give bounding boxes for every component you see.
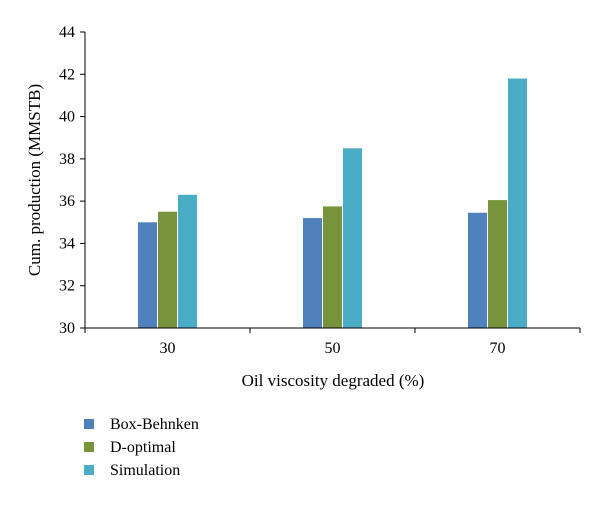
y-tick-label: 40	[59, 109, 75, 126]
y-tick-label: 38	[59, 151, 75, 168]
bar-simulation-70	[508, 78, 527, 328]
bar-simulation-30	[178, 194, 197, 328]
bar-box-behnken-50	[303, 218, 322, 328]
legend: Box-Behnken D-optimal Simulation	[84, 416, 199, 479]
x-tick-label: 50	[325, 340, 341, 357]
legend-label-simulation: Simulation	[110, 462, 180, 479]
bar-d-optimal-70	[488, 200, 507, 328]
bars-group	[138, 78, 527, 328]
y-tick-label: 30	[59, 320, 75, 337]
x-tick-label: 30	[160, 340, 176, 357]
y-tick-label: 36	[59, 193, 75, 210]
y-tick-label: 32	[59, 278, 75, 295]
x-axis: 30 50 70	[84, 327, 581, 357]
x-axis-title: Oil viscosity degraded (%)	[242, 371, 425, 390]
y-tick-label: 44	[59, 24, 75, 41]
legend-swatch-simulation	[84, 465, 94, 475]
legend-label-d-optimal: D-optimal	[110, 439, 176, 456]
bar-box-behnken-30	[138, 222, 157, 328]
legend-label-box-behnken: Box-Behnken	[110, 416, 199, 433]
legend-swatch-d-optimal	[84, 442, 94, 452]
bar-d-optimal-30	[158, 211, 177, 328]
x-tick-label: 70	[490, 340, 506, 357]
bar-box-behnken-70	[468, 212, 487, 328]
y-axis-title: Cum. production (MMSTB)	[25, 84, 44, 276]
y-tick-label: 34	[59, 235, 75, 252]
bar-simulation-50	[343, 148, 362, 328]
y-axis: 30 32 34 36 38 40 42 44	[59, 24, 86, 337]
y-tick-label: 42	[59, 66, 75, 83]
legend-swatch-box-behnken	[84, 419, 94, 429]
bar-d-optimal-50	[323, 206, 342, 328]
